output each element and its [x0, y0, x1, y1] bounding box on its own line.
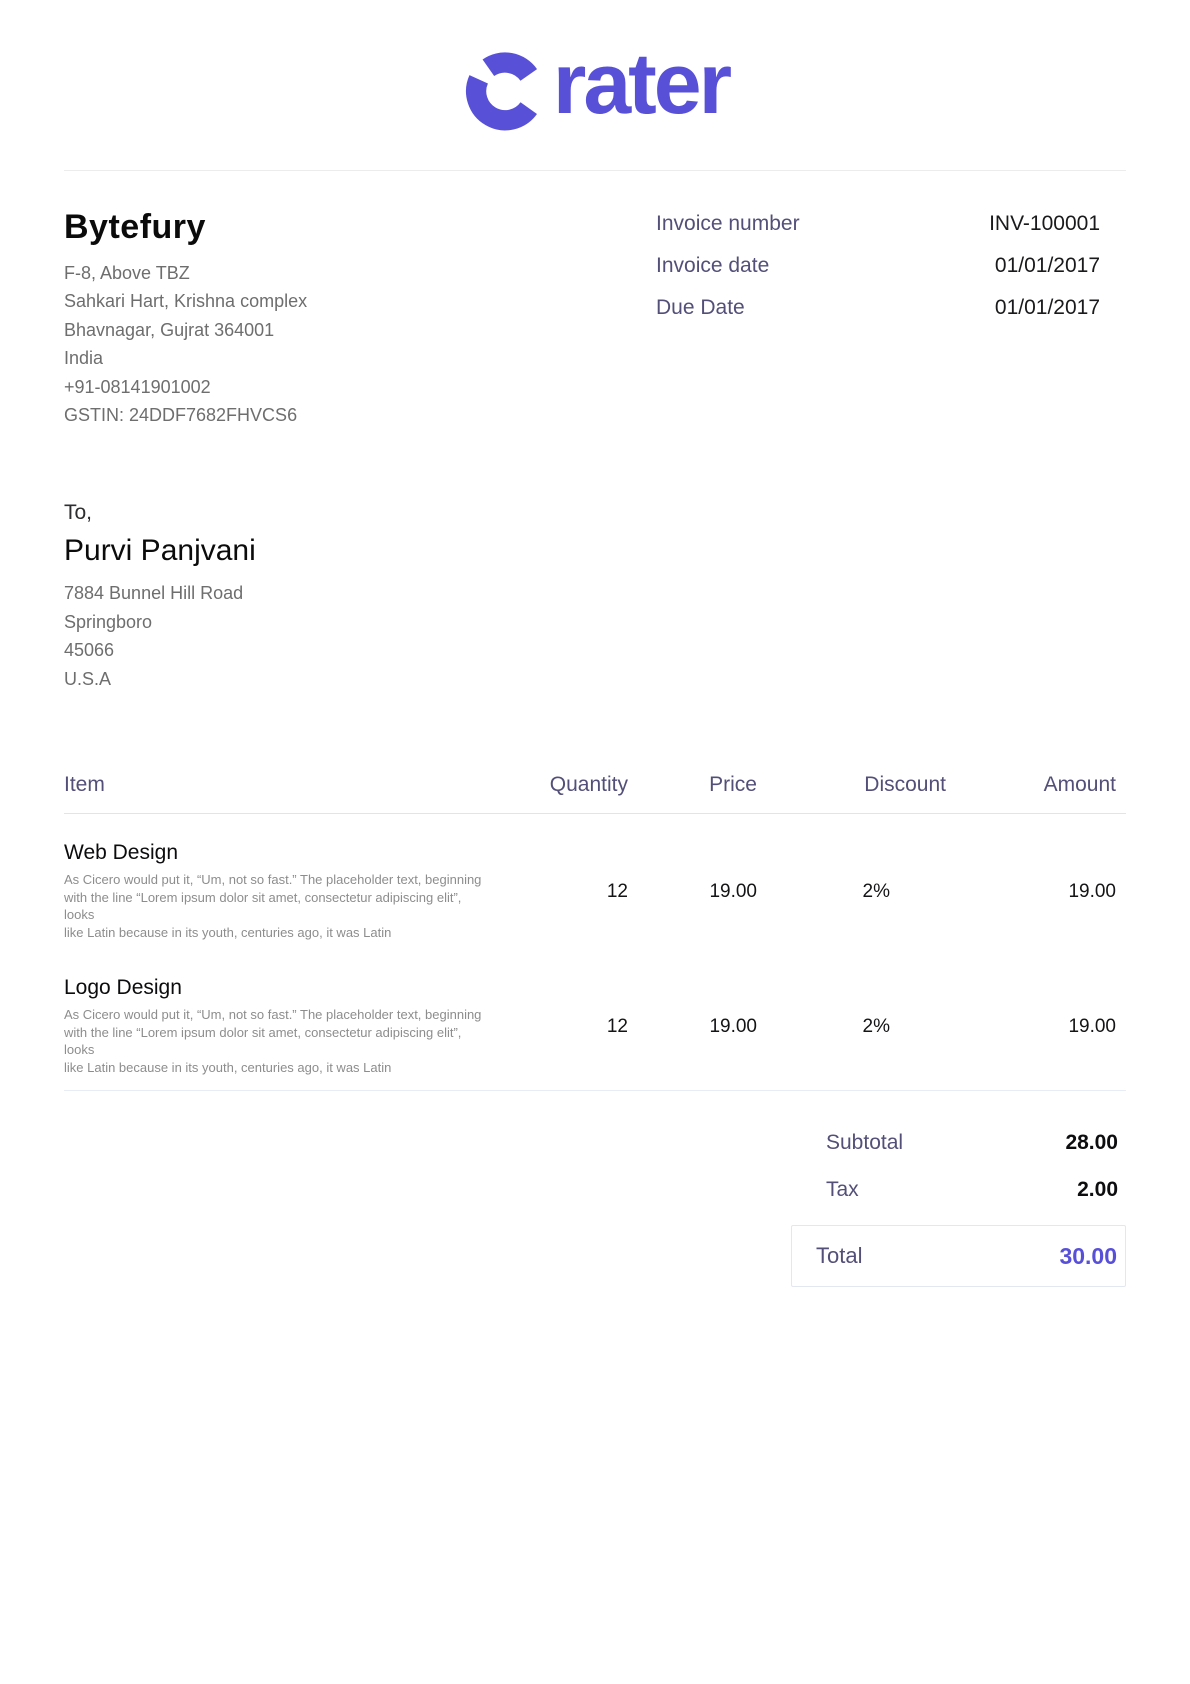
item-name: Web Design: [64, 841, 179, 865]
company-address-line: India: [64, 348, 104, 369]
customer-name: Purvi Panjvani: [64, 534, 256, 568]
company-address-line: Bhavnagar, Gujrat 364001: [64, 319, 275, 340]
customer-address-line: U.S.A: [64, 668, 112, 689]
invoice-meta: Invoice number INV-100001 Invoice date 0…: [656, 213, 1126, 429]
company-block: Bytefury F-8, Above TBZ Sahkari Hart, Kr…: [64, 207, 307, 429]
invoice-number-value: INV-100001: [989, 212, 1100, 235]
item-description-line: with the line “Lorem ipsum dolor sit ame…: [64, 1024, 462, 1058]
header-divider: [64, 170, 1126, 171]
item-discount: 2%: [862, 1015, 890, 1037]
totals-section: Subtotal 28.00 Tax 2.00 Total 30.00: [64, 1091, 1126, 1288]
customer-address-line: 45066: [64, 640, 115, 661]
invoice-number-label: Invoice number: [656, 212, 800, 235]
item-description: As Cicero would put it, “Um, not so fast…: [64, 1006, 494, 1076]
tax-value: 2.00: [1077, 1178, 1118, 1202]
item-description-line: As Cicero would put it, “Um, not so fast…: [64, 872, 482, 888]
total-label: Total: [816, 1243, 863, 1269]
due-date-row: Due Date 01/01/2017: [656, 297, 1126, 319]
brand-logo: rater: [64, 36, 1126, 134]
item-description-line: with the line “Lorem ipsum dolor sit ame…: [64, 889, 462, 923]
table-header-row: Item Quantity Price Discount Amount: [64, 773, 1126, 815]
total-value: 30.00: [1059, 1242, 1117, 1269]
items-end-divider: [64, 1090, 1126, 1092]
total-box: Total 30.00: [791, 1225, 1126, 1288]
item-description-line: like Latin because in its youth, centuri…: [64, 924, 392, 940]
invoice-number-row: Invoice number INV-100001: [656, 213, 1126, 235]
customer-address: 7884 Bunnel Hill Road Springboro 45066 U…: [64, 579, 1126, 693]
subtotal-row: Subtotal 28.00: [826, 1131, 1126, 1155]
subtotal-value: 28.00: [1065, 1131, 1118, 1155]
bill-to-prefix: To,: [64, 501, 93, 525]
invoice-date-row: Invoice date 01/01/2017: [656, 255, 1126, 277]
company-address-line: Sahkari Hart, Krishna complex: [64, 291, 308, 312]
tax-label: Tax: [826, 1178, 859, 1202]
crater-logo-c-icon: [465, 52, 537, 131]
company-phone: +91-08141901002: [64, 376, 211, 397]
table-row: Web Design As Cicero would put it, “Um, …: [64, 814, 1126, 942]
due-date-label: Due Date: [656, 296, 745, 319]
item-amount: 19.00: [1068, 1015, 1116, 1037]
company-address-line: F-8, Above TBZ: [64, 263, 190, 283]
item-description-line: like Latin because in its youth, centuri…: [64, 1059, 392, 1075]
invoice-header-section: Bytefury F-8, Above TBZ Sahkari Hart, Kr…: [64, 207, 1126, 429]
item-quantity: 12: [606, 1015, 628, 1037]
item-quantity: 12: [606, 880, 628, 902]
item-price: 19.00: [709, 1015, 757, 1037]
item-discount: 2%: [862, 880, 890, 902]
company-address: F-8, Above TBZ Sahkari Hart, Krishna com…: [64, 259, 307, 429]
item-description: As Cicero would put it, “Um, not so fast…: [64, 871, 494, 941]
item-description-line: As Cicero would put it, “Um, not so fast…: [64, 1007, 482, 1023]
column-header-quantity: Quantity: [494, 773, 628, 815]
company-gstin: GSTIN: 24DDF7682FHVCS6: [64, 405, 298, 426]
column-header-discount: Discount: [757, 773, 946, 815]
customer-address-line: Springboro: [64, 611, 153, 632]
invoice-date-label: Invoice date: [656, 254, 770, 277]
column-header-price: Price: [628, 773, 757, 815]
tax-row: Tax 2.00: [826, 1178, 1126, 1202]
invoice-date-value: 01/01/2017: [994, 254, 1100, 277]
column-header-amount: Amount: [946, 773, 1126, 815]
due-date-value: 01/01/2017: [994, 296, 1100, 319]
subtotal-label: Subtotal: [826, 1131, 904, 1155]
company-name: Bytefury: [64, 208, 206, 246]
item-amount: 19.00: [1068, 880, 1116, 902]
item-name: Logo Design: [64, 976, 182, 1000]
item-price: 19.00: [709, 880, 757, 902]
column-header-item: Item: [64, 773, 494, 815]
customer-address-line: 7884 Bunnel Hill Road: [64, 583, 244, 604]
table-row: Logo Design As Cicero would put it, “Um,…: [64, 941, 1126, 1076]
crater-logo-text: rater: [552, 36, 732, 132]
line-items-table: Item Quantity Price Discount Amount Web …: [64, 773, 1126, 1076]
bill-to-section: To, Purvi Panjvani 7884 Bunnel Hill Road…: [64, 499, 1126, 693]
